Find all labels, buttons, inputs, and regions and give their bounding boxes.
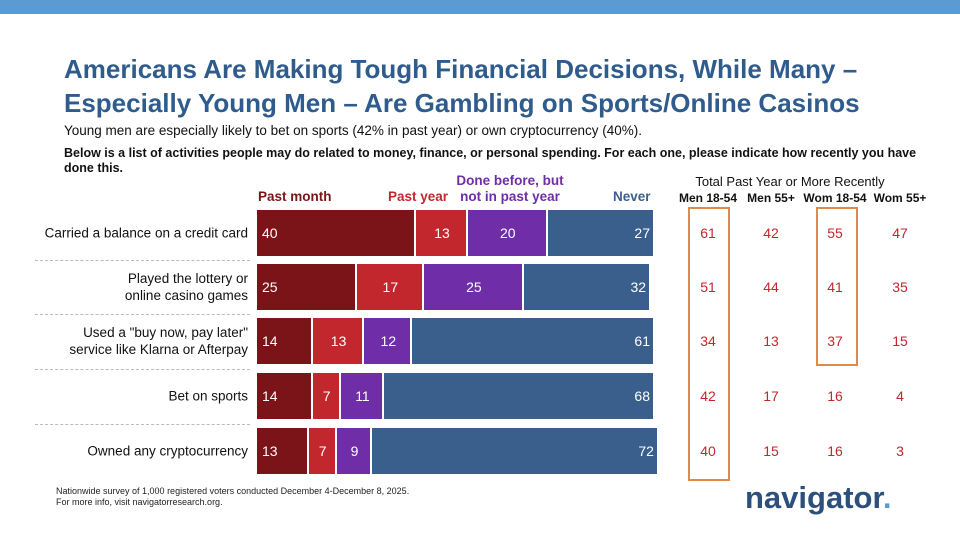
column-header: Wom 18-54	[803, 191, 867, 205]
table-cell: 61	[700, 225, 716, 241]
table-cell: 47	[892, 225, 908, 241]
table-cell: 35	[892, 279, 908, 295]
table-cell: 16	[827, 388, 843, 404]
value-label: 14	[262, 333, 278, 349]
bar-segment	[384, 373, 653, 419]
table-cell: 37	[827, 333, 843, 349]
bar-segment	[257, 210, 415, 256]
value-label: 20	[499, 225, 516, 241]
table-cell: 15	[763, 443, 779, 459]
footnote: For more info, visit navigatorresearch.o…	[56, 497, 223, 507]
row-separator	[35, 369, 250, 370]
bar-segment	[257, 264, 355, 310]
category-label: Used a "buy now, pay later" service like…	[69, 325, 248, 357]
question: Below is a list of activities people may…	[64, 146, 917, 175]
bar-segment	[308, 428, 335, 474]
value-label: 40	[262, 225, 278, 241]
title: Americans Are Making Tough Financial Dec…	[64, 54, 860, 118]
table-cell: 51	[700, 279, 716, 295]
table-cell: 17	[763, 388, 779, 404]
logo: navigator.	[745, 480, 891, 516]
bar-segment	[547, 210, 653, 256]
logo-text: navigator	[745, 480, 883, 515]
category-label: Carried a balance on a credit card	[44, 225, 248, 241]
bar-segment	[412, 318, 653, 364]
value-label: 7	[318, 443, 327, 459]
value-label: 72	[638, 443, 654, 459]
table-cell: 55	[827, 225, 843, 241]
row-separator	[35, 260, 250, 261]
bar-segment	[312, 318, 363, 364]
value-label: 17	[382, 279, 399, 295]
highlight-box	[688, 207, 730, 481]
table-cell: 41	[827, 279, 843, 295]
category-label: Played the lottery or online casino game…	[124, 271, 248, 303]
legend-label: Never	[613, 189, 651, 204]
bar-segment	[312, 373, 339, 419]
value-label: 11	[355, 388, 370, 404]
bar-segment	[336, 428, 371, 474]
bar-segment	[257, 373, 311, 419]
bar-segment	[523, 264, 650, 310]
table-cell: 44	[763, 279, 779, 295]
row-separator	[35, 314, 250, 315]
table-cell: 15	[892, 333, 908, 349]
value-label: 14	[262, 388, 278, 404]
bar-segment	[467, 210, 546, 256]
table-title: Total Past Year or More Recently	[695, 174, 885, 189]
bar-segment	[424, 264, 522, 310]
value-label: 32	[630, 279, 647, 295]
top-bar	[0, 0, 960, 14]
table-cell: 4	[896, 388, 904, 404]
value-label: 27	[634, 225, 650, 241]
table-cell: 42	[700, 388, 716, 404]
value-label: 25	[262, 279, 278, 295]
table-cell: 16	[827, 443, 843, 459]
subtitle: Young men are especially likely to bet o…	[64, 123, 643, 138]
category-label: Bet on sports	[168, 388, 248, 404]
legend-label: Done before, but not in past year	[456, 173, 564, 204]
column-header: Men 55+	[747, 191, 795, 205]
legend-label: Past year	[388, 189, 449, 204]
bar-segment	[257, 318, 311, 364]
row-separator	[35, 424, 250, 425]
column-header: Wom 55+	[873, 191, 927, 205]
footnote: Nationwide survey of 1,000 registered vo…	[56, 486, 410, 496]
bar-segment	[257, 428, 307, 474]
value-label: 25	[466, 279, 482, 295]
value-label: 7	[322, 388, 331, 404]
value-label: 13	[434, 225, 450, 241]
legend-label: Past month	[258, 189, 332, 204]
value-label: 68	[634, 388, 650, 404]
value-label: 9	[350, 443, 359, 459]
bar-segment	[356, 264, 423, 310]
value-label: 12	[380, 333, 397, 349]
table-cell: 3	[896, 443, 904, 459]
bar-segment	[372, 428, 657, 474]
bar-segment	[416, 210, 466, 256]
table-cell: 42	[763, 225, 779, 241]
value-label: 61	[634, 333, 650, 349]
bar-segment	[340, 373, 383, 419]
value-label: 13	[262, 443, 278, 459]
logo-dot: .	[882, 480, 892, 515]
bar-segment	[364, 318, 411, 364]
highlight-box	[816, 207, 858, 366]
category-label: Owned any cryptocurrency	[87, 443, 248, 459]
table-cell: 40	[700, 443, 716, 459]
table-cell: 13	[763, 333, 779, 349]
column-header: Men 18-54	[678, 191, 738, 205]
table-cell: 34	[700, 333, 716, 349]
value-label: 13	[330, 333, 347, 349]
